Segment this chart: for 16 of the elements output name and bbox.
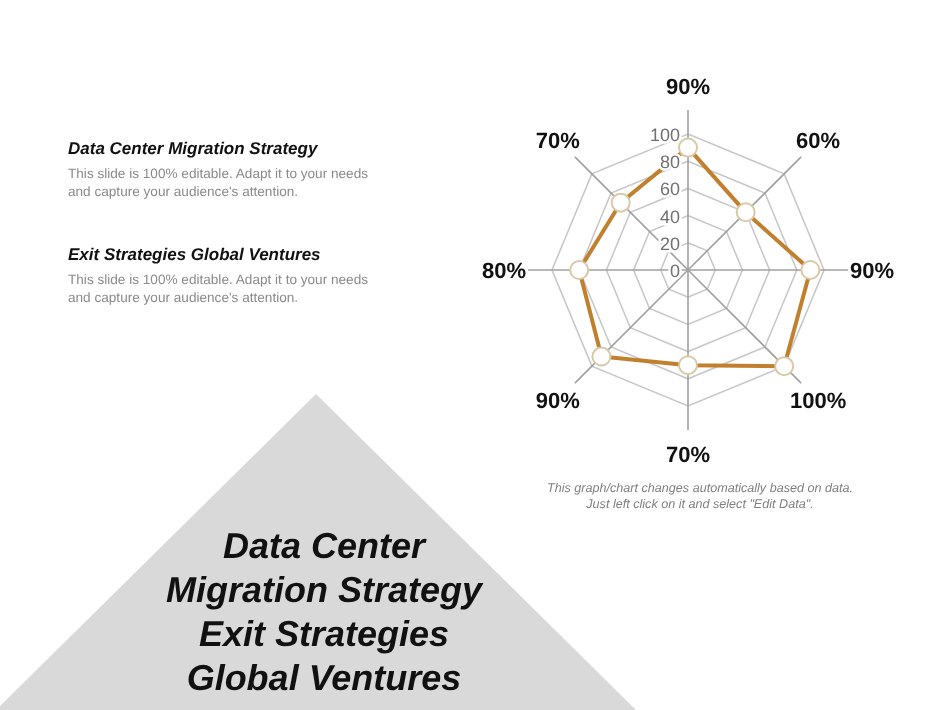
spoke-label: 100% xyxy=(789,390,847,415)
spoke-label: 60% xyxy=(796,129,841,154)
spoke-label: 90% xyxy=(849,260,895,284)
text: Data Center Migration Strategy Exit Strategies Global Ventures xyxy=(165,526,484,698)
y-tick-label: 20 xyxy=(659,233,680,254)
y-tick-label: 100 xyxy=(649,125,680,145)
y-tick-label: 60 xyxy=(659,179,680,200)
spoke-label: 90% xyxy=(535,390,581,415)
spoke-label: 70% xyxy=(665,444,711,468)
spoke-label: 80% xyxy=(481,260,527,284)
y-tick-label: 0 xyxy=(669,261,680,281)
text: Data Center Migration Strategy xyxy=(68,138,320,158)
spoke-label: 70% xyxy=(535,129,581,154)
text: Exit Strategies Global Ventures xyxy=(68,244,322,264)
y-tick-label: 40 xyxy=(659,206,680,227)
spoke-label: 90% xyxy=(665,76,711,100)
